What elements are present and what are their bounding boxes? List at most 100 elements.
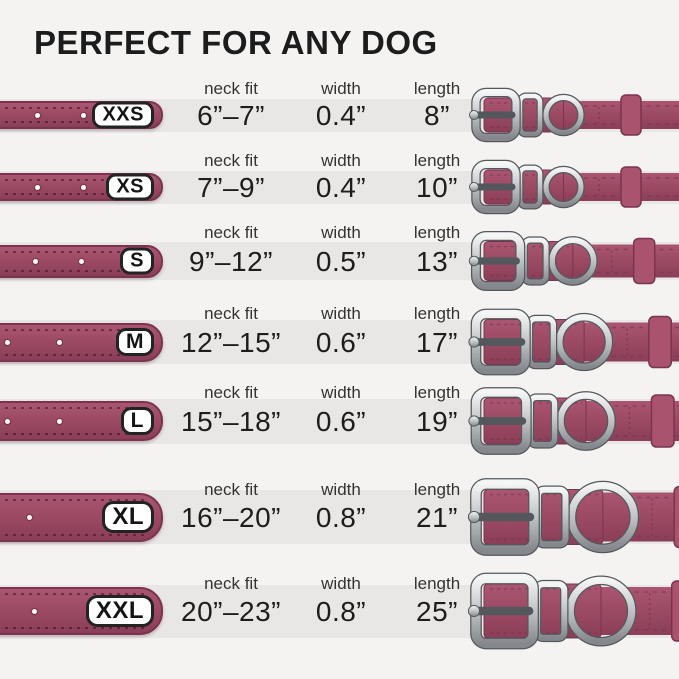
collar-strap-graphic: S <box>0 244 163 278</box>
collar-buckle-graphic <box>464 457 679 577</box>
stitch-line <box>5 179 149 181</box>
collar-strap-graphic: XL <box>0 492 163 542</box>
strap-hole <box>81 184 86 190</box>
prong-tip <box>468 336 480 348</box>
neck-fit-value: 20”–23” <box>180 596 282 627</box>
stitch-line <box>5 250 149 253</box>
stitch-line <box>5 193 149 195</box>
strap-hole <box>35 112 40 118</box>
collar-buckle-graphic <box>464 55 679 175</box>
stitch-line <box>5 433 149 435</box>
strap-hole <box>57 339 62 345</box>
prong-tip <box>467 604 481 618</box>
column-header-length: length <box>413 79 461 98</box>
collar-buckle-graphic <box>464 551 679 671</box>
stitch-line <box>5 627 149 629</box>
neck-fit-value: 12”–15” <box>180 327 282 358</box>
collar-strap-graphic: XXL <box>0 587 163 635</box>
collar-strap-graphic: M <box>0 322 163 362</box>
stitch-line <box>5 593 149 595</box>
column-header-length: length <box>413 383 461 403</box>
stitch-line <box>5 498 149 501</box>
neck-fit-value: 15”–18” <box>180 406 282 437</box>
neck-fit-value: 9”–12” <box>189 246 273 277</box>
stitch-line <box>5 269 149 272</box>
prong-tip <box>467 510 481 524</box>
neck-fit-value: 16”–20” <box>180 502 282 533</box>
collar-buckle-graphic <box>464 282 679 402</box>
strap-hole <box>5 339 10 345</box>
width-value: 0.6” <box>315 327 367 358</box>
collar-buckle-graphic <box>464 201 679 321</box>
size-badge: M <box>116 328 154 356</box>
column-header-neck-fit: neck fit <box>204 222 258 242</box>
column-header-neck-fit: neck fit <box>204 383 258 403</box>
collar-strap-graphic: XXS <box>0 101 163 129</box>
prong-tip <box>468 415 480 427</box>
strap-hole <box>33 258 38 264</box>
leather-keeper <box>648 315 672 369</box>
length-value: 10” <box>416 172 458 203</box>
width-value: 0.8” <box>315 596 367 627</box>
size-badge: XS <box>106 173 154 201</box>
strap-hole <box>5 418 10 424</box>
page-title: PERFECT FOR ANY DOG <box>34 24 438 61</box>
stitch-line <box>5 328 149 331</box>
stitch-line <box>5 353 149 356</box>
width-value: 0.5” <box>315 246 367 277</box>
column-header-length: length <box>413 222 461 242</box>
column-header-length: length <box>413 151 461 170</box>
collar-strap-graphic: L <box>0 401 163 441</box>
stitch-line <box>5 533 149 536</box>
size-badge: XXL <box>85 595 154 627</box>
strap-hole <box>32 608 37 614</box>
column-header-width: width <box>321 79 361 98</box>
length-value: 13” <box>416 246 458 277</box>
neck-fit-value: 6”–7” <box>197 100 265 131</box>
length-value: 8” <box>424 100 450 131</box>
width-value: 0.6” <box>315 406 367 437</box>
width-value: 0.8” <box>315 502 367 533</box>
strap-hole <box>79 258 84 264</box>
collar-buckle-graphic <box>464 361 679 481</box>
column-header-length: length <box>413 304 461 324</box>
column-header-width: width <box>321 383 361 403</box>
column-header-neck-fit: neck fit <box>204 304 258 324</box>
leather-keeper <box>670 580 679 642</box>
neck-fit-value: 7”–9” <box>197 172 265 203</box>
column-header-width: width <box>321 222 361 242</box>
strap-hole <box>35 184 40 190</box>
leather-keeper <box>632 237 656 285</box>
stitch-line <box>5 407 149 409</box>
column-header-neck-fit: neck fit <box>204 480 258 500</box>
column-header-neck-fit: neck fit <box>204 79 258 98</box>
size-badge: L <box>120 407 154 435</box>
prong-tip <box>469 110 479 120</box>
size-badge: XXS <box>92 101 154 129</box>
size-badge: XL <box>102 501 154 533</box>
leather-keeper <box>620 166 642 208</box>
prong-tip <box>468 255 480 267</box>
collar-strap-graphic: XS <box>0 173 163 201</box>
width-value: 0.4” <box>315 100 367 131</box>
leather-keeper <box>673 485 679 549</box>
strap-hole <box>81 112 86 118</box>
stitch-line <box>5 121 149 123</box>
size-badge: S <box>120 247 154 275</box>
column-header-width: width <box>321 574 361 593</box>
column-header-neck-fit: neck fit <box>204 574 258 593</box>
prong-tip <box>469 182 479 192</box>
column-header-width: width <box>321 151 361 170</box>
stitch-line <box>5 107 149 109</box>
strap-hole <box>27 514 32 520</box>
column-header-width: width <box>321 304 361 324</box>
length-value: 25” <box>416 596 458 627</box>
length-value: 17” <box>416 327 458 358</box>
width-value: 0.4” <box>315 172 367 203</box>
length-value: 21” <box>416 502 458 533</box>
leather-keeper <box>650 394 675 448</box>
strap-hole <box>57 418 62 424</box>
length-value: 19” <box>416 406 458 437</box>
leather-keeper <box>620 94 642 136</box>
